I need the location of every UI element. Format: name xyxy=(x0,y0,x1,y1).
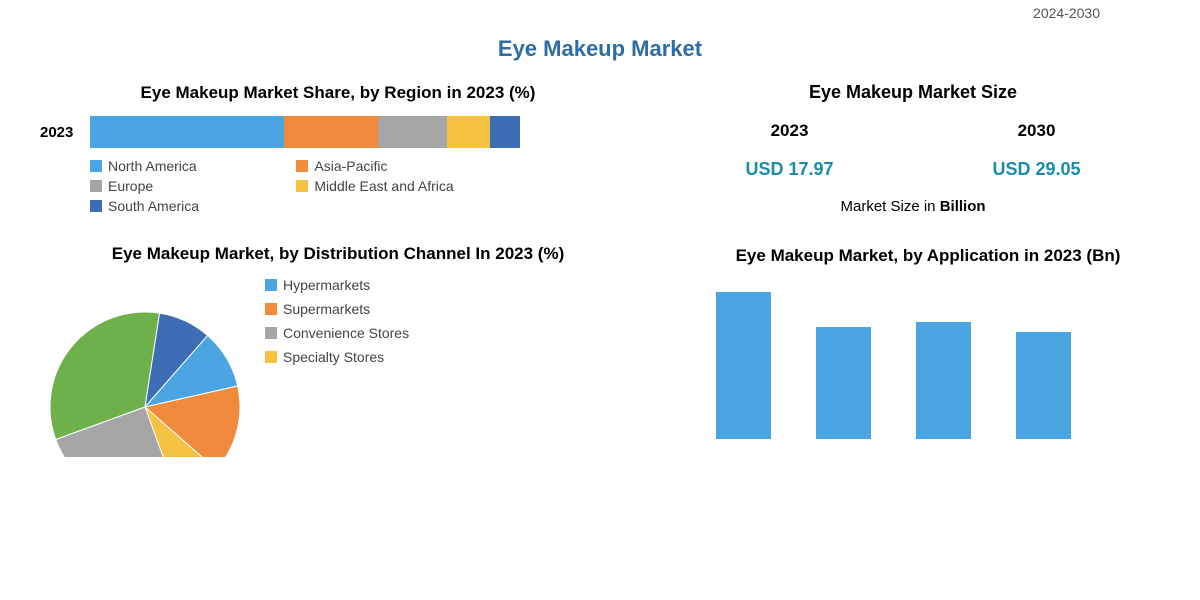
size-unit: Market Size in Billion xyxy=(666,198,1160,215)
application-bars xyxy=(696,279,1160,439)
legend-label: Asia-Pacific xyxy=(314,158,387,174)
size-unit-prefix: Market Size in xyxy=(840,198,939,215)
region-chart-title: Eye Makeup Market Share, by Region in 20… xyxy=(40,82,636,104)
application-chart-title: Eye Makeup Market, by Application in 202… xyxy=(696,245,1160,267)
size-value-0: USD 17.97 xyxy=(745,159,833,180)
legend-label: Europe xyxy=(108,178,153,194)
legend-swatch xyxy=(265,279,277,291)
legend-label: Supermarkets xyxy=(283,301,370,317)
distribution-chart: Eye Makeup Market, by Distribution Chann… xyxy=(40,243,636,457)
application-chart: Eye Makeup Market, by Application in 202… xyxy=(666,245,1160,439)
legend-label: Specialty Stores xyxy=(283,349,384,365)
region-row-label: 2023 xyxy=(40,124,90,141)
legend-label: Hypermarkets xyxy=(283,277,370,293)
legend-swatch xyxy=(265,303,277,315)
left-column: Eye Makeup Market Share, by Region in 20… xyxy=(40,82,656,457)
market-size-block: Eye Makeup Market Size 2023 2030 USD 17.… xyxy=(666,82,1160,215)
application-bar xyxy=(1016,332,1071,439)
size-unit-bold: Billion xyxy=(940,198,986,215)
application-bar xyxy=(816,327,871,439)
region-chart: Eye Makeup Market Share, by Region in 20… xyxy=(40,82,636,218)
region-segment xyxy=(284,116,379,148)
region-segment xyxy=(447,116,490,148)
legend-swatch xyxy=(296,180,308,192)
legend-swatch xyxy=(90,200,102,212)
market-size-title: Eye Makeup Market Size xyxy=(666,82,1160,103)
legend-item: Convenience Stores xyxy=(265,325,409,341)
legend-label: Middle East and Africa xyxy=(314,178,453,194)
legend-item: Specialty Stores xyxy=(265,349,409,365)
application-bar xyxy=(916,322,971,439)
legend-swatch xyxy=(90,180,102,192)
legend-swatch xyxy=(265,351,277,363)
region-segment xyxy=(378,116,447,148)
distribution-chart-title: Eye Makeup Market, by Distribution Chann… xyxy=(40,243,636,265)
legend-item: Europe xyxy=(90,178,296,194)
legend-swatch xyxy=(296,160,308,172)
legend-item: Middle East and Africa xyxy=(296,178,502,194)
region-legend: North America Asia-Pacific Europe Middle Ea… xyxy=(40,158,520,218)
legend-label: South America xyxy=(108,198,199,214)
region-stacked-bar xyxy=(90,116,520,148)
application-bar xyxy=(716,292,771,439)
legend-item: Asia-Pacific xyxy=(296,158,502,174)
distribution-legend: Hypermarkets Supermarkets Convenience Stor… xyxy=(250,277,409,373)
legend-item: Hypermarkets xyxy=(265,277,409,293)
content-grid: Eye Makeup Market Share, by Region in 20… xyxy=(0,82,1200,457)
right-column: Eye Makeup Market Size 2023 2030 USD 17.… xyxy=(656,82,1160,457)
size-year-1: 2030 xyxy=(1018,121,1056,141)
legend-swatch xyxy=(90,160,102,172)
size-value-1: USD 29.05 xyxy=(992,159,1080,180)
legend-label: North America xyxy=(108,158,197,174)
legend-label: Convenience Stores xyxy=(283,325,409,341)
legend-swatch xyxy=(265,327,277,339)
region-segment xyxy=(90,116,284,148)
legend-item: Supermarkets xyxy=(265,301,409,317)
legend-item: North America xyxy=(90,158,296,174)
forecast-period: 2024-2030 xyxy=(1033,5,1100,21)
legend-item: South America xyxy=(90,198,296,214)
page-title: Eye Makeup Market xyxy=(0,36,1200,62)
distribution-pie xyxy=(40,277,250,457)
region-segment xyxy=(490,116,520,148)
size-year-0: 2023 xyxy=(771,121,809,141)
